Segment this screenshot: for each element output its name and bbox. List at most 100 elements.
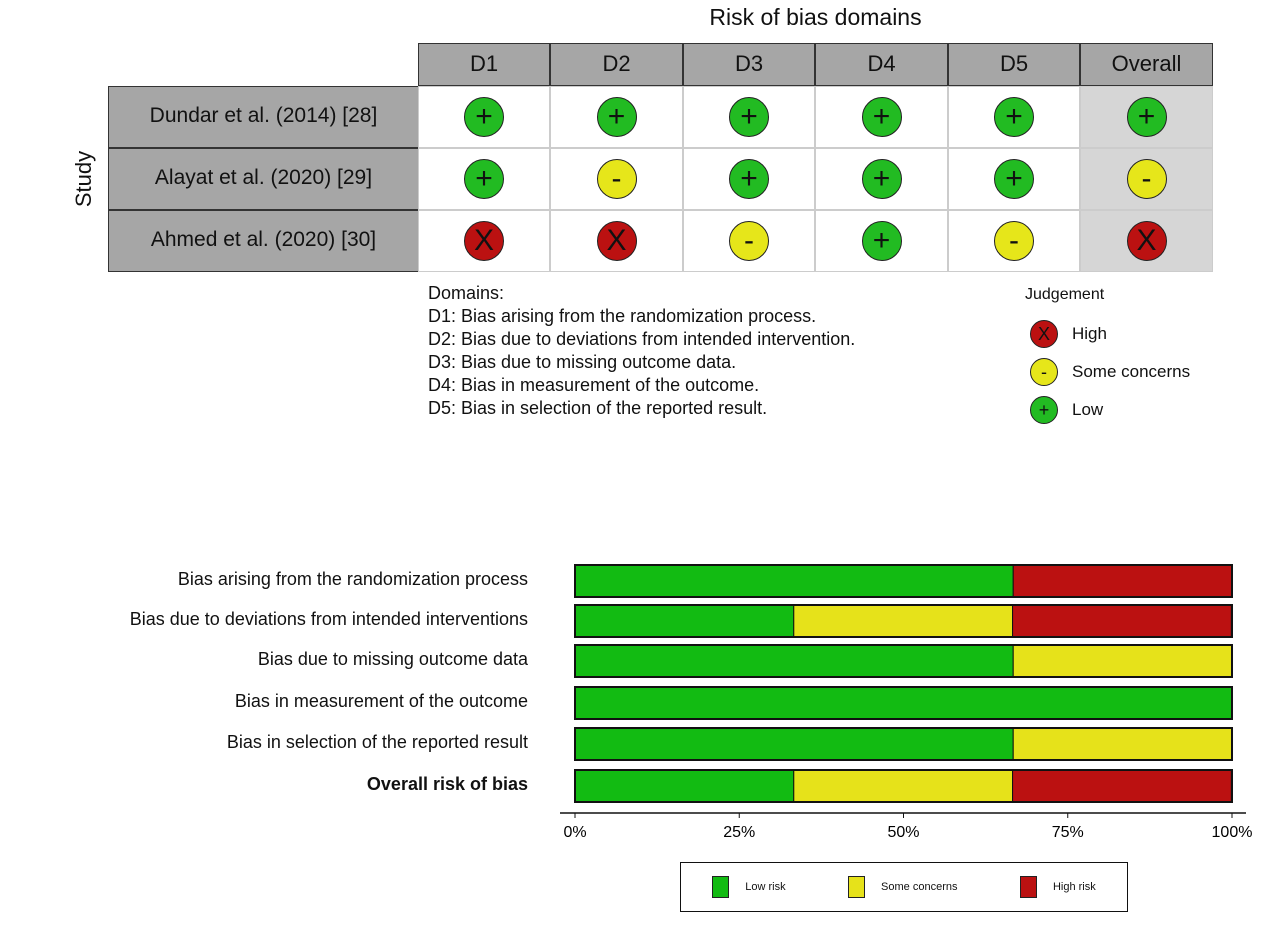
bar-segment-some-concerns (793, 604, 1014, 638)
judgement-low-icon: + (464, 97, 504, 137)
column-header-d2: D2 (550, 43, 683, 86)
judgement-low-icon: + (994, 159, 1034, 199)
judgement-cell: + (815, 86, 948, 148)
judgement-low-icon: + (1030, 396, 1058, 424)
judgement-some-icon: - (729, 221, 769, 261)
judgement-cell: - (683, 210, 815, 272)
bar-outline (574, 644, 1233, 678)
legend-item-high: High risk (1019, 876, 1096, 898)
legend-item-some: Some concerns (848, 876, 957, 898)
x-tick-label: 25% (723, 824, 755, 841)
column-header-d4: D4 (815, 43, 948, 86)
legend-swatch-low (712, 876, 730, 898)
bar-segment-low-risk (574, 564, 1014, 598)
judgement-some-icon: - (596, 159, 637, 199)
bar-segment-low-risk (574, 769, 795, 803)
judgement-low-icon: + (729, 97, 769, 137)
judgement-cell: + (948, 148, 1080, 210)
column-header-d3: D3 (683, 43, 815, 86)
bar-legend: Low risk Some concerns High risk (680, 862, 1128, 912)
bar-segment-low-risk (574, 727, 1014, 761)
domain-desc-2: D2: Bias due to deviations from intended… (428, 329, 856, 349)
legend-label-some: Some concerns (881, 881, 958, 893)
legend-swatch-some (848, 876, 866, 898)
bar-segment-high-risk (1012, 564, 1233, 598)
judgement-low-icon: + (861, 159, 902, 199)
bar-outline (574, 769, 1233, 803)
judgement-legend-item: - Some concerns (1030, 358, 1190, 386)
judgement-cell: + (418, 86, 550, 148)
judgement-cell: + (683, 148, 815, 210)
study-label: Alayat et al. (2020) [29] (108, 148, 419, 210)
judgement-low-icon: + (861, 221, 902, 261)
judgement-cell: + (1080, 86, 1213, 148)
column-header-d1: D1 (418, 43, 550, 86)
domains-heading: Domains: (428, 283, 505, 303)
domain-desc-3: D3: Bias due to missing outcome data. (428, 352, 737, 372)
legend-swatch-high (1019, 876, 1037, 898)
judgement-legend-item: X High (1030, 320, 1107, 348)
judgement-low-icon: + (596, 97, 637, 137)
bar-category-label: Bias arising from the randomization proc… (177, 569, 528, 589)
judgement-cell: + (948, 86, 1080, 148)
judgement-cell: + (683, 86, 815, 148)
judgement-high-icon: X (1126, 221, 1167, 261)
x-tick-label: 50% (887, 824, 919, 841)
bar-category-label: Bias in measurement of the outcome (234, 691, 528, 711)
judgement-low-icon: + (464, 159, 504, 199)
chart-title: Risk of bias domains (709, 4, 922, 30)
judgement-low-icon: + (1126, 97, 1167, 137)
judgement-cell: + (550, 86, 683, 148)
bar-segment-some-concerns (1012, 644, 1233, 678)
bar-segment-some-concerns (1012, 727, 1233, 761)
bar-segment-low-risk (574, 644, 1014, 678)
domain-desc-4: D4: Bias in measurement of the outcome. (428, 375, 760, 395)
study-label: Ahmed et al. (2020) [30] (108, 210, 419, 272)
bar-segment-high-risk (1012, 769, 1232, 803)
bar-outline (574, 686, 1233, 720)
judgement-low-icon: + (861, 97, 902, 137)
bar-segment-low-risk (574, 604, 795, 638)
x-tick-label: 0% (563, 824, 586, 841)
judgement-low-icon: + (994, 97, 1034, 137)
bar-outline (574, 604, 1233, 638)
judgement-cell: + (815, 148, 948, 210)
column-header-overall: Overall (1080, 43, 1213, 86)
judgement-legend-label: Some concerns (1072, 362, 1191, 381)
column-header-d5: D5 (948, 43, 1080, 86)
judgement-legend-label: High (1072, 324, 1107, 343)
bar-segment-high-risk (1012, 604, 1232, 638)
bar-category-label: Bias due to missing outcome data (257, 649, 528, 669)
judgement-low-icon: + (729, 159, 769, 199)
judgement-high-icon: X (464, 221, 504, 261)
judgement-some-icon: - (1030, 358, 1058, 386)
bar-segment-low-risk (574, 686, 1233, 720)
judgement-some-icon: - (1126, 159, 1167, 199)
domain-desc-5: D5: Bias in selection of the reported re… (428, 398, 768, 418)
bar-category-label: Bias due to deviations from intended int… (129, 609, 528, 629)
legend-label-low: Low risk (745, 881, 786, 893)
bar-segment-some-concerns (793, 769, 1014, 803)
judgement-high-icon: X (596, 221, 637, 261)
judgement-cell: + (815, 210, 948, 272)
judgement-legend-item: + Low (1030, 396, 1103, 424)
bar-outline (574, 564, 1233, 598)
judgement-cell: - (550, 148, 683, 210)
judgement-heading: Judgement (1025, 286, 1105, 303)
judgement-cell: + (418, 148, 550, 210)
judgement-cell: X (418, 210, 550, 272)
bar-category-label: Overall risk of bias (366, 774, 528, 794)
legend-label-high: High risk (1052, 881, 1096, 893)
bar-outline (574, 727, 1233, 761)
judgement-high-icon: X (1030, 320, 1058, 348)
judgement-cell: - (948, 210, 1080, 272)
domain-desc-1: D1: Bias arising from the randomization … (428, 306, 817, 326)
x-tick-label: 75% (1052, 824, 1084, 841)
bar-category-label: Bias in selection of the reported result (226, 732, 528, 752)
judgement-cell: X (1080, 210, 1213, 272)
legend-item-low: Low risk (712, 876, 786, 898)
judgement-some-icon: - (994, 221, 1034, 261)
judgement-cell: X (550, 210, 683, 272)
judgement-cell: - (1080, 148, 1213, 210)
